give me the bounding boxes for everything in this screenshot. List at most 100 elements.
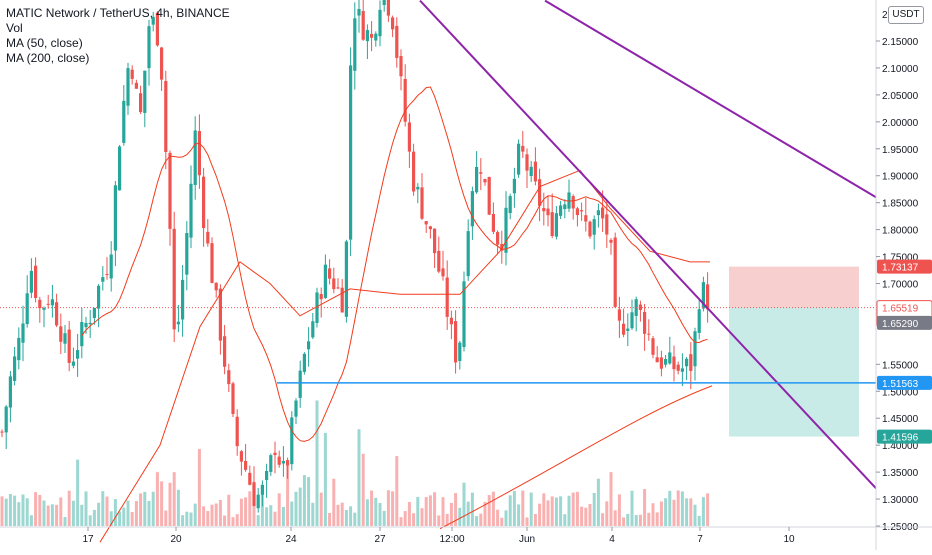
candle-body[interactable] [340, 287, 344, 313]
candle-body[interactable] [302, 353, 306, 372]
candle-body[interactable] [286, 460, 290, 466]
candle-body[interactable] [626, 328, 630, 331]
candle-body[interactable] [332, 278, 336, 290]
candle-body[interactable] [529, 166, 533, 177]
candle-body[interactable] [252, 482, 256, 506]
candle-body[interactable] [202, 176, 206, 229]
candle-body[interactable] [67, 329, 71, 363]
candle-body[interactable] [550, 212, 554, 236]
candle-body[interactable] [231, 383, 235, 415]
candle-body[interactable] [533, 161, 537, 182]
candle-body[interactable] [676, 364, 680, 371]
candle-body[interactable] [449, 317, 453, 325]
candle-body[interactable] [504, 207, 508, 253]
candle-body[interactable] [134, 82, 138, 89]
candle-body[interactable] [315, 292, 319, 323]
candle-body[interactable] [84, 322, 88, 328]
candle-body[interactable] [29, 270, 33, 293]
candle-body[interactable] [374, 33, 378, 41]
candle-body[interactable] [260, 484, 264, 495]
candle-body[interactable] [151, 16, 155, 25]
candle-body[interactable] [496, 232, 500, 245]
candle-body[interactable] [197, 131, 201, 176]
candle-body[interactable] [525, 154, 529, 171]
candle-body[interactable] [17, 337, 21, 361]
candle-body[interactable] [155, 12, 159, 46]
candle-body[interactable] [307, 341, 311, 350]
candle-body[interactable] [685, 358, 689, 367]
candle-body[interactable] [147, 26, 151, 69]
candle-body[interactable] [454, 321, 458, 363]
indicator-ma200[interactable]: MA (200, close) [6, 51, 90, 65]
candle-body[interactable] [433, 228, 437, 254]
candle-body[interactable] [353, 18, 357, 71]
candle-body[interactable] [512, 178, 516, 194]
candle-body[interactable] [403, 78, 407, 122]
candle-body[interactable] [500, 243, 504, 251]
candle-body[interactable] [92, 307, 96, 318]
candle-body[interactable] [622, 323, 626, 335]
candle-body[interactable] [71, 361, 75, 366]
candle-body[interactable] [424, 221, 428, 225]
candle-body[interactable] [542, 207, 546, 212]
candle-body[interactable] [655, 357, 659, 363]
candle-body[interactable] [269, 455, 273, 472]
candle-body[interactable] [160, 47, 164, 80]
candle-body[interactable] [227, 370, 231, 385]
candle-body[interactable] [689, 354, 693, 371]
stop-loss-zone[interactable] [729, 266, 859, 308]
candle-body[interactable] [659, 357, 663, 369]
candle-body[interactable] [651, 338, 655, 355]
candle-body[interactable] [0, 431, 4, 433]
candle-body[interactable] [4, 406, 8, 433]
candle-body[interactable] [538, 179, 542, 206]
candle-body[interactable] [584, 215, 588, 222]
indicator-ma50[interactable]: MA (50, close) [6, 36, 83, 50]
candle-body[interactable] [164, 80, 168, 153]
candle-body[interactable] [458, 342, 462, 362]
candle-body[interactable] [668, 352, 672, 364]
candle-body[interactable] [357, 8, 361, 16]
candle-body[interactable] [76, 350, 80, 359]
candle-body[interactable] [181, 279, 185, 320]
candle-body[interactable] [265, 470, 269, 480]
candle-body[interactable] [487, 176, 491, 215]
candle-body[interactable] [617, 309, 621, 321]
candle-body[interactable] [470, 191, 474, 227]
candle-body[interactable] [13, 356, 17, 381]
ma200-line[interactable] [439, 385, 713, 530]
candle-body[interactable] [294, 400, 298, 417]
candle-body[interactable] [420, 187, 424, 219]
candle-body[interactable] [483, 179, 487, 183]
candle-body[interactable] [382, 0, 386, 6]
candle-body[interactable] [680, 368, 684, 372]
candle-body[interactable] [630, 312, 634, 329]
candle-body[interactable] [601, 207, 605, 219]
candle-body[interactable] [508, 196, 512, 214]
candle-body[interactable] [118, 146, 122, 191]
candle-body[interactable] [563, 204, 567, 210]
candle-body[interactable] [214, 282, 218, 291]
candle-body[interactable] [139, 93, 143, 113]
candle-body[interactable] [101, 277, 105, 282]
candle-body[interactable] [218, 288, 222, 341]
candle-body[interactable] [580, 210, 584, 212]
candle-body[interactable] [185, 233, 189, 275]
candle-body[interactable] [248, 472, 252, 485]
candle-body[interactable] [378, 9, 382, 37]
candle-body[interactable] [412, 151, 416, 192]
candle-body[interactable] [80, 322, 84, 347]
candle-body[interactable] [706, 284, 710, 310]
candle-body[interactable] [323, 264, 327, 298]
candle-body[interactable] [328, 268, 332, 279]
candle-body[interactable] [437, 250, 441, 272]
trendline-upper[interactable] [544, 0, 877, 199]
candle-body[interactable] [701, 282, 705, 309]
candle-body[interactable] [122, 100, 126, 143]
candle-body[interactable] [693, 331, 697, 367]
candle-body[interactable] [290, 417, 294, 465]
candle-body[interactable] [273, 452, 277, 456]
candle-body[interactable] [319, 294, 323, 300]
candle-body[interactable] [391, 17, 395, 30]
